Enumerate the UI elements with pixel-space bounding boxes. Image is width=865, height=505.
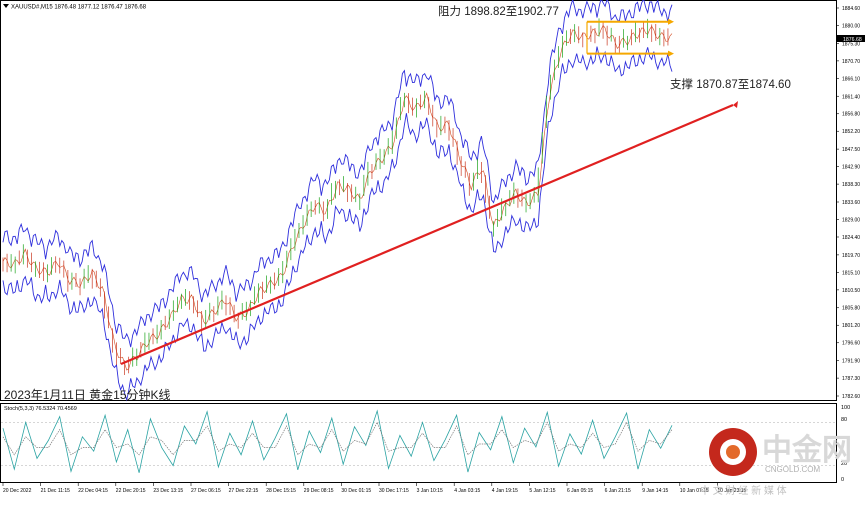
overlays xyxy=(120,18,738,366)
symbol-info: XAUUSD#,M15 1876.48 1877.12 1876.47 1876… xyxy=(11,5,147,11)
x-tick-label: 5 Jan 12:15 xyxy=(529,488,555,494)
upper-band-line xyxy=(2,0,673,348)
y-tick-label: 1856.80 xyxy=(842,112,860,118)
y-tick-label: 1833.60 xyxy=(842,200,860,206)
x-tick-label: 22 Dec 20:15 xyxy=(116,488,146,494)
stoch-scale-0: 0 xyxy=(841,477,844,483)
stoch-scale-80: 80 xyxy=(841,417,847,423)
stoch-lines xyxy=(1,409,836,473)
candles xyxy=(2,18,669,376)
x-tick-label: 10 Jan 23:15 xyxy=(717,488,746,494)
time-axis[interactable]: 20 Dec 2022 21 Dec 11:15 22 Dec 04:15 22 De… xyxy=(2,483,747,494)
main-chart-frame xyxy=(0,0,837,401)
x-tick-label: 10 Jan 07:15 xyxy=(680,488,709,494)
x-tick-label: 27 Dec 22:15 xyxy=(229,488,259,494)
brand-name: 中金网 xyxy=(762,433,852,467)
y-tick-label: 1838.30 xyxy=(842,182,860,188)
x-tick-label: 29 Dec 08:15 xyxy=(304,488,334,494)
y-tick-label: 1801.20 xyxy=(842,323,860,329)
current-price-value: 1876.68 xyxy=(843,37,862,43)
y-tick-label: 1782.60 xyxy=(842,394,860,400)
price-axis[interactable]: 1884.60 1880.00 1875.30 1870.70 1866.10 1861.… xyxy=(836,6,860,400)
brand-slogan: 中 文 财 经 新 媒 体 xyxy=(700,484,787,497)
y-tick-label: 1880.00 xyxy=(842,23,860,29)
current-price-tag xyxy=(837,35,865,42)
brand-domain: CNGOLD.COM xyxy=(765,465,820,474)
y-tick-label: 1842.90 xyxy=(842,165,860,171)
resistance-arrow-icon xyxy=(668,18,674,25)
y-tick-label: 1852.20 xyxy=(842,129,860,135)
x-tick-label: 22 Dec 04:15 xyxy=(78,488,108,494)
x-tick-label: 30 Dec 01:15 xyxy=(341,488,371,494)
ascending-trendline[interactable] xyxy=(120,103,734,366)
y-tick-label: 1796.60 xyxy=(842,341,860,347)
resistance-label: 阻力 1898.82至1902.77 xyxy=(438,5,559,18)
envelope-bands xyxy=(2,0,673,402)
dropdown-arrow-icon[interactable] xyxy=(3,4,9,8)
logo-core-icon xyxy=(726,445,740,459)
support-label: 支撑 1870.87至1874.60 xyxy=(670,77,791,91)
y-tick-label: 1866.10 xyxy=(842,76,860,82)
y-tick-label: 1861.40 xyxy=(842,94,860,100)
x-tick-label: 4 Jan 19:15 xyxy=(492,488,518,494)
y-tick-label: 1787.30 xyxy=(842,376,860,382)
y-tick-label: 1815.10 xyxy=(842,270,860,276)
x-tick-label: 27 Dec 06:15 xyxy=(191,488,221,494)
y-tick-label: 1829.00 xyxy=(842,217,860,223)
y-tick-label: 1791.90 xyxy=(842,359,860,365)
x-tick-label: 9 Jan 14:15 xyxy=(642,488,668,494)
trendline-arrow-icon xyxy=(733,101,738,108)
x-tick-label: 20 Dec 2022 xyxy=(3,488,32,494)
lower-band-line xyxy=(2,46,673,402)
y-tick-label: 1870.70 xyxy=(842,59,860,65)
chart-caption: 2023年1月11日 黄金15分钟K线 xyxy=(4,387,171,402)
cngold-logo: 中金网 CNGOLD.COM 中 文 财 经 新 媒 体 xyxy=(700,428,852,497)
stoch-scale-100: 100 xyxy=(841,405,850,411)
y-tick-label: 1824.40 xyxy=(842,235,860,241)
x-tick-label: 21 Dec 11:15 xyxy=(41,488,71,494)
x-tick-label: 3 Jan 10:15 xyxy=(417,488,443,494)
y-tick-label: 1847.50 xyxy=(842,147,860,153)
moving-average-line xyxy=(2,24,673,371)
stoch-scale-20: 20 xyxy=(841,461,847,467)
x-tick-label: 28 Dec 15:15 xyxy=(266,488,296,494)
stoch-label: Stoch(5,3,3) 76.5324 70.4569 xyxy=(4,406,77,412)
x-tick-label: 6 Jan 05:15 xyxy=(567,488,593,494)
x-tick-label: 23 Dec 13:15 xyxy=(153,488,183,494)
support-arrow-icon xyxy=(668,50,674,57)
stoch-signal-line xyxy=(2,421,673,456)
y-tick-label: 1805.80 xyxy=(842,306,860,312)
y-tick-label: 1819.70 xyxy=(842,253,860,259)
y-tick-label: 1884.60 xyxy=(842,6,860,12)
x-tick-label: 6 Jan 21:15 xyxy=(605,488,631,494)
stoch-main-line xyxy=(2,409,673,473)
x-tick-label: 30 Dec 17:15 xyxy=(379,488,409,494)
x-tick-label: 4 Jan 03:15 xyxy=(454,488,480,494)
y-tick-label: 1875.30 xyxy=(842,41,860,47)
y-tick-label: 1810.50 xyxy=(842,288,860,294)
